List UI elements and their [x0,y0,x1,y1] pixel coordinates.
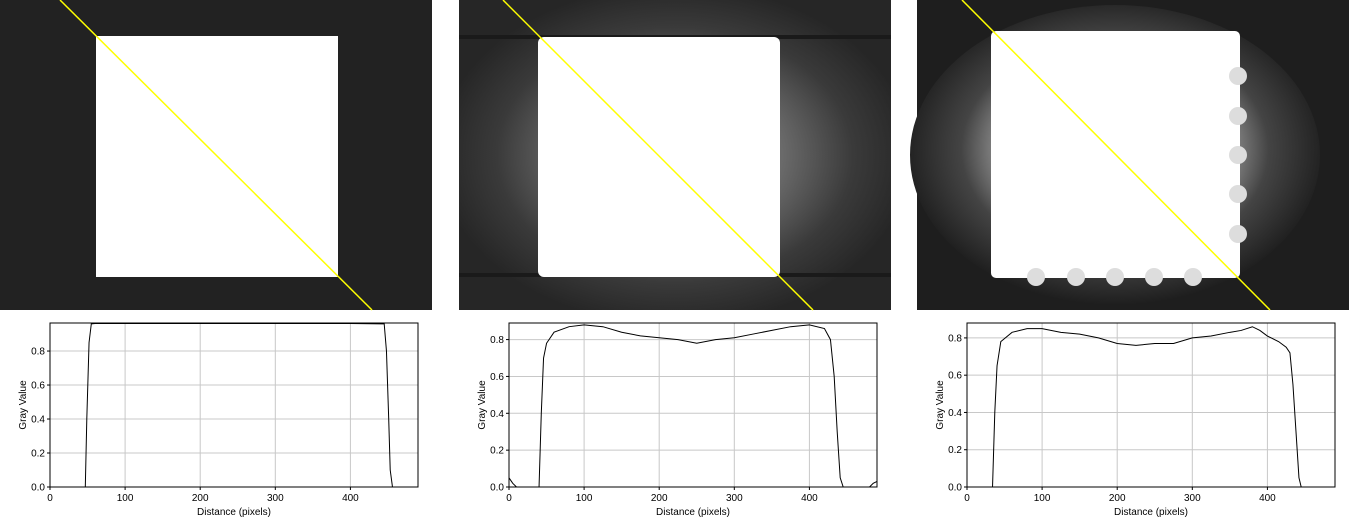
y-tick-label: 0.6 [490,372,504,383]
y-tick-label: 0.6 [31,381,45,392]
plot-frame [966,322,1336,488]
y-tick-label: 0.0 [31,483,45,494]
plot-frame [49,322,419,488]
y-axis-label: Gray Value [18,380,29,430]
y-tick-label: 0.8 [31,347,45,358]
x-axis-label: Distance (pixels) [656,507,730,518]
y-tick-label: 0.8 [948,333,962,344]
y-tick-label: 0.2 [948,445,962,456]
x-tick-label: 0 [47,493,53,504]
x-tick-label: 200 [651,493,668,504]
x-tick-label: 400 [1259,493,1276,504]
profile-line [50,323,418,488]
x-tick-label: 400 [801,493,818,504]
x-tick-label: 300 [267,493,284,504]
y-tick-label: 0.2 [490,446,504,457]
y-tick-label: 0.2 [31,449,45,460]
y-tick-label: 0.8 [490,335,504,346]
x-tick-label: 300 [1184,493,1201,504]
profile-line [967,326,1335,488]
y-tick-label: 0.4 [490,409,504,420]
x-tick-label: 0 [964,493,970,504]
x-axis-label: Distance (pixels) [1114,507,1188,518]
y-tick-label: 0.6 [948,371,962,382]
image-2 [459,0,891,311]
y-axis-label: Gray Value [935,380,946,430]
image-1 [0,0,432,311]
x-tick-label: 200 [1109,493,1126,504]
image-3 [910,0,1349,311]
x-tick-label: 0 [506,493,512,504]
x-tick-label: 300 [726,493,743,504]
x-axis-label: Distance (pixels) [197,507,271,518]
x-tick-label: 400 [342,493,359,504]
x-tick-label: 100 [117,493,134,504]
x-tick-label: 100 [576,493,593,504]
x-tick-label: 200 [192,493,209,504]
y-tick-label: 0.0 [948,483,962,494]
profile-line [508,324,878,488]
y-tick-label: 0.4 [948,408,962,419]
plot-frame [508,322,878,488]
y-tick-label: 0.0 [490,483,504,494]
y-axis-label: Gray Value [477,380,488,430]
y-tick-label: 0.4 [31,415,45,426]
x-tick-label: 100 [1034,493,1051,504]
